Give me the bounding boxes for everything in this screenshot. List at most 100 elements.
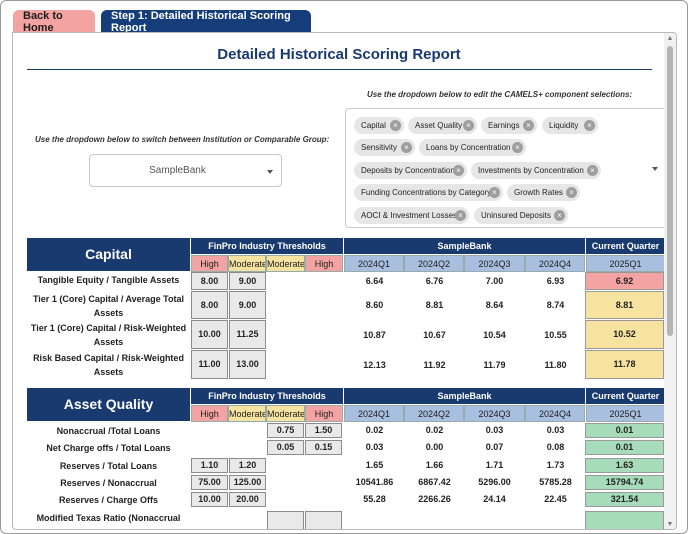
- quarter-value: 7.00: [485, 276, 504, 286]
- quarter-header: 2024Q2: [404, 405, 464, 422]
- quarter-value: 6.93: [546, 276, 565, 286]
- page-title: Detailed Historical Scoring Report: [217, 46, 461, 63]
- current-quarter-label: 2025Q1: [586, 255, 665, 272]
- threshold-high-value: 75.00: [191, 475, 228, 490]
- current-value: 8.81: [585, 291, 664, 319]
- quarter-value: 8.74: [546, 300, 565, 310]
- threshold-moderate-value: [267, 511, 304, 529]
- component-chip: Loans by Concentration ×: [419, 139, 526, 156]
- quarter-value: 1.66: [425, 460, 444, 470]
- threshold-high-value: 10.00: [191, 320, 228, 349]
- quarter-value: 0.07: [485, 442, 504, 452]
- components-multiselect[interactable]: Capital × Asset Quality × Earnings × Liquid…: [345, 108, 665, 228]
- quarter-value: 6867.42: [418, 477, 451, 487]
- title-divider: [27, 69, 652, 70]
- metric-label: Modified Texas Ratio (Nonaccrual: [36, 513, 181, 523]
- quarter-value: 24.14: [483, 494, 506, 504]
- metric-label: Reserves / Total Loans: [59, 461, 158, 471]
- metric-label: Net Charge offs / Total Loans: [46, 443, 171, 453]
- report-content: Detailed Historical Scoring Report Use t…: [13, 33, 665, 529]
- remove-chip-icon[interactable]: ×: [463, 120, 474, 131]
- threshold-high-value: 8.00: [191, 291, 228, 319]
- threshold-moderate-value: 11.25: [229, 320, 266, 349]
- scrollbar-thumb[interactable]: [667, 46, 673, 336]
- remove-chip-icon[interactable]: ×: [584, 120, 595, 131]
- quarter-header: 2024Q3: [464, 255, 525, 272]
- threshold-high-value: 8.00: [191, 272, 228, 290]
- moderate-label: Moderate: [228, 255, 266, 272]
- current-value: 15794.74: [585, 475, 664, 490]
- back-to-home-tab[interactable]: Back to Home: [13, 10, 95, 34]
- component-chip: Earnings ×: [481, 117, 537, 134]
- current-value: 0.01: [585, 440, 664, 455]
- threshold-high-value: 10.00: [191, 492, 228, 507]
- component-chip: Investments by Concentration ×: [471, 162, 601, 179]
- current-quarter-header: Current Quarter: [586, 238, 665, 254]
- metric-label: Risk Based Capital / Risk-Weighted Asset…: [33, 353, 184, 377]
- quarter-value: 22.45: [544, 494, 567, 504]
- moderate-label: Moderate: [266, 405, 305, 422]
- component-chip: Sensitivity ×: [354, 139, 415, 156]
- quarter-value: 0.03: [546, 425, 565, 435]
- remove-chip-icon[interactable]: ×: [390, 120, 401, 131]
- threshold-high-value: [305, 511, 342, 529]
- quarter-value: 55.28: [363, 494, 386, 504]
- high-label: High: [305, 405, 343, 422]
- vertical-scrollbar[interactable]: ▲ ▼: [664, 33, 676, 529]
- bank-header: SampleBank: [344, 388, 585, 404]
- thresholds-header: FinPro Industry Thresholds: [191, 238, 343, 254]
- current-value: 11.78: [585, 350, 664, 379]
- remove-chip-icon[interactable]: ×: [455, 210, 466, 221]
- current-value: 10.52: [585, 320, 664, 349]
- component-chip: Funding Concentrations by Category ×: [354, 184, 503, 201]
- remove-chip-icon[interactable]: ×: [489, 187, 500, 198]
- threshold-moderate-value: 20.00: [229, 492, 266, 507]
- report-panel: Detailed Historical Scoring Report Use t…: [12, 32, 677, 530]
- remove-chip-icon[interactable]: ×: [453, 165, 464, 176]
- remove-chip-icon[interactable]: ×: [523, 120, 534, 131]
- quarter-header: 2024Q3: [464, 405, 525, 422]
- quarter-value: 8.64: [485, 300, 504, 310]
- quarter-header: 2024Q1: [344, 255, 404, 272]
- metric-label: Tier 1 (Core) Capital / Average Total As…: [32, 294, 185, 318]
- quarter-value: 1.73: [546, 460, 565, 470]
- quarter-value: 10541.86: [355, 477, 394, 487]
- remove-chip-icon[interactable]: ×: [401, 142, 412, 153]
- threshold-high-value: 11.00: [191, 350, 228, 379]
- threshold-moderate-value: 0.75: [267, 423, 304, 438]
- remove-chip-icon[interactable]: ×: [512, 142, 523, 153]
- component-chip: Asset Quality ×: [408, 117, 477, 134]
- metric-label: Tier 1 (Core) Capital / Risk-Weighted As…: [30, 323, 187, 347]
- remove-chip-icon[interactable]: ×: [554, 210, 565, 221]
- current-quarter-label: 2025Q1: [586, 405, 665, 422]
- institution-select[interactable]: SampleBank: [89, 154, 282, 187]
- current-value: 6.92: [585, 272, 664, 290]
- threshold-moderate-value: 0.05: [267, 440, 304, 455]
- quarter-header: 2024Q4: [525, 255, 585, 272]
- thresholds-header: FinPro Industry Thresholds: [191, 388, 343, 404]
- threshold-moderate-value: 9.00: [229, 272, 266, 290]
- moderate-label: Moderate: [266, 255, 305, 272]
- quarter-value: 1.65: [365, 460, 384, 470]
- quarter-value: 10.55: [544, 330, 567, 340]
- quarter-value: 8.81: [425, 300, 444, 310]
- metric-label: Nonaccrual /Total Loans: [56, 426, 161, 436]
- tab-detailed-report[interactable]: Step 1: Detailed Historical Scoring Repo…: [101, 10, 311, 34]
- quarter-value: 12.13: [363, 360, 386, 370]
- remove-chip-icon[interactable]: ×: [566, 187, 577, 198]
- quarter-header: 2024Q1: [344, 405, 404, 422]
- quarter-value: 11.92: [423, 360, 446, 370]
- capital-section-title: Capital: [27, 238, 190, 271]
- component-chip: Deposits by Concentration ×: [354, 162, 467, 179]
- threshold-moderate-value: 125.00: [229, 475, 266, 490]
- scroll-down-icon[interactable]: ▼: [666, 521, 674, 528]
- quarter-value: 5296.00: [478, 477, 511, 487]
- quarter-header: 2024Q2: [404, 255, 464, 272]
- asset-quality-section-title: Asset Quality: [27, 388, 190, 421]
- quarter-value: 0.02: [365, 425, 384, 435]
- scroll-up-icon[interactable]: ▲: [666, 35, 674, 42]
- high-label: High: [305, 255, 343, 272]
- remove-chip-icon[interactable]: ×: [587, 165, 598, 176]
- threshold-moderate-value: 1.20: [229, 458, 266, 473]
